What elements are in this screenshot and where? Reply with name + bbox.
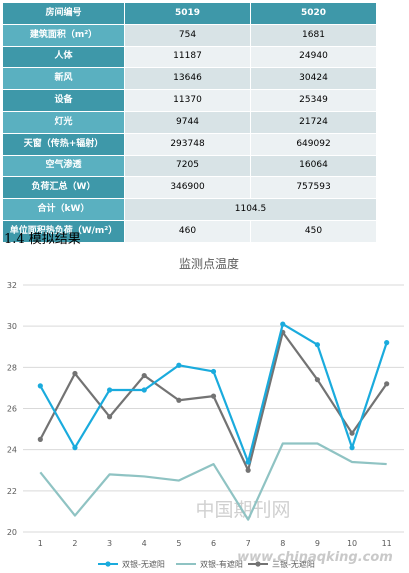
load-table: 房间编号 5019 5020 建筑面积（m²） 754 1681 人体 1118…	[2, 2, 377, 243]
y-tick-label: 30	[7, 322, 17, 331]
chart-grid	[23, 284, 404, 533]
x-tick-label: 11	[382, 539, 392, 548]
x-tick-label: 10	[347, 539, 357, 548]
series-point	[141, 372, 147, 379]
table-row: 灯光 9744 21724	[2, 110, 377, 134]
x-tick-label: 1	[38, 539, 43, 548]
series-point	[72, 445, 78, 451]
chart-legend: 双银-无遮阳 双银-有遮阳 三银-无遮阳	[98, 559, 315, 569]
series-point	[37, 436, 43, 442]
cell-5020: 21724	[250, 110, 377, 134]
x-tick-label: 7	[246, 539, 251, 548]
cell-5019: 11370	[124, 89, 251, 112]
row-label: 空气渗透	[2, 154, 125, 178]
chart-title: 监测点温度	[179, 256, 239, 271]
series-point	[210, 368, 217, 375]
unit-load-5019: 460	[124, 219, 251, 243]
cell-5019: 346900	[124, 176, 251, 200]
cell-5019: 293748	[124, 132, 251, 156]
y-tick-label: 28	[7, 363, 17, 372]
legend-swatch-marker	[105, 561, 111, 567]
x-tick-label: 8	[280, 539, 285, 548]
y-tick-label: 24	[7, 446, 17, 455]
cell-5019: 9744	[124, 110, 251, 134]
series-point	[106, 414, 113, 420]
row-label: 建筑面积（m²）	[2, 23, 125, 47]
table-row: 人体 11187 24940	[2, 45, 377, 69]
x-tick-label: 6	[211, 539, 216, 548]
legend-label: 双银-无遮阳	[122, 559, 165, 569]
table-row: 建筑面积（m²） 754 1681	[2, 23, 377, 47]
series-point	[176, 362, 182, 368]
cell-5020: 25349	[250, 89, 377, 112]
series-line	[39, 323, 388, 464]
table-total-row: 合计（kW） 1104.5	[2, 198, 377, 221]
total-value: 1104.5	[124, 198, 377, 221]
x-tick-label: 4	[142, 539, 147, 548]
series-point	[280, 321, 286, 327]
series-line	[39, 442, 387, 521]
x-axis-ticks: 1 2 3 4 5 6 7 8 9 10 11	[38, 539, 392, 548]
table-row: 空气渗透 7205 16064	[2, 154, 377, 178]
cell-5019: 13646	[124, 67, 251, 91]
series-point	[37, 383, 43, 389]
cell-5020: 649092	[250, 132, 377, 156]
table-row: 设备 11370 25349	[2, 89, 377, 112]
cell-5020: 757593	[250, 176, 377, 200]
series-point	[314, 342, 321, 348]
cell-5020: 1681	[250, 23, 377, 47]
series-point	[314, 377, 321, 383]
row-label: 人体	[2, 45, 125, 69]
series-point	[245, 467, 251, 473]
row-label: 设备	[2, 89, 125, 112]
y-tick-label: 20	[7, 528, 17, 537]
cell-5019: 754	[124, 23, 251, 47]
x-tick-label: 9	[315, 539, 320, 548]
header-room-5020: 5020	[250, 2, 377, 25]
series-point	[176, 397, 182, 403]
row-label: 天窗（传热+辐射）	[2, 132, 125, 156]
table-unit-row: 单位面积热负荷（W/m²） 460 450	[2, 219, 377, 243]
series-point	[384, 340, 390, 346]
cell-5020: 16064	[250, 154, 377, 178]
series-point	[349, 430, 355, 436]
series-point	[210, 393, 217, 399]
table-row: 天窗（传热+辐射） 293748 649092	[2, 132, 377, 156]
cell-5019: 11187	[124, 45, 251, 69]
series-point	[245, 459, 251, 465]
series-point	[106, 387, 113, 393]
table-row: 负荷汇总（W） 346900 757593	[2, 176, 377, 200]
legend-swatch-marker	[255, 561, 261, 567]
header-room-label: 房间编号	[2, 2, 125, 25]
total-label: 合计（kW）	[2, 198, 125, 221]
legend-label: 三银-无遮阳	[272, 559, 315, 569]
legend-label: 双银-有遮阳	[200, 559, 243, 569]
y-tick-label: 26	[7, 405, 17, 414]
y-axis-ticks: 20 22 24 26 28 30 32	[7, 281, 17, 537]
cell-5020: 24940	[250, 45, 377, 69]
header-room-5019: 5019	[124, 2, 251, 25]
x-tick-label: 2	[72, 539, 77, 548]
x-tick-label: 3	[107, 539, 112, 548]
series-point	[349, 445, 355, 451]
series-point	[384, 381, 390, 387]
cell-5019: 7205	[124, 154, 251, 178]
cell-5020: 30424	[250, 67, 377, 91]
series-point	[141, 387, 147, 393]
series-point	[72, 370, 78, 377]
watermark-url: www.chinaqking.com	[237, 550, 393, 565]
row-label: 负荷汇总（W）	[2, 176, 125, 200]
unit-load-label: 单位面积热负荷（W/m²）	[2, 219, 125, 243]
y-tick-label: 22	[7, 487, 17, 496]
table-header-row: 房间编号 5019 5020	[2, 2, 377, 25]
row-label: 灯光	[2, 110, 125, 134]
unit-load-5020: 450	[250, 219, 377, 243]
section-title: 1.4 模拟结果	[4, 232, 81, 247]
chart-series	[37, 321, 390, 521]
row-label: 新风	[2, 67, 125, 91]
x-tick-label: 5	[176, 539, 181, 548]
table-row: 新风 13646 30424	[2, 67, 377, 91]
y-tick-label: 32	[7, 281, 17, 290]
